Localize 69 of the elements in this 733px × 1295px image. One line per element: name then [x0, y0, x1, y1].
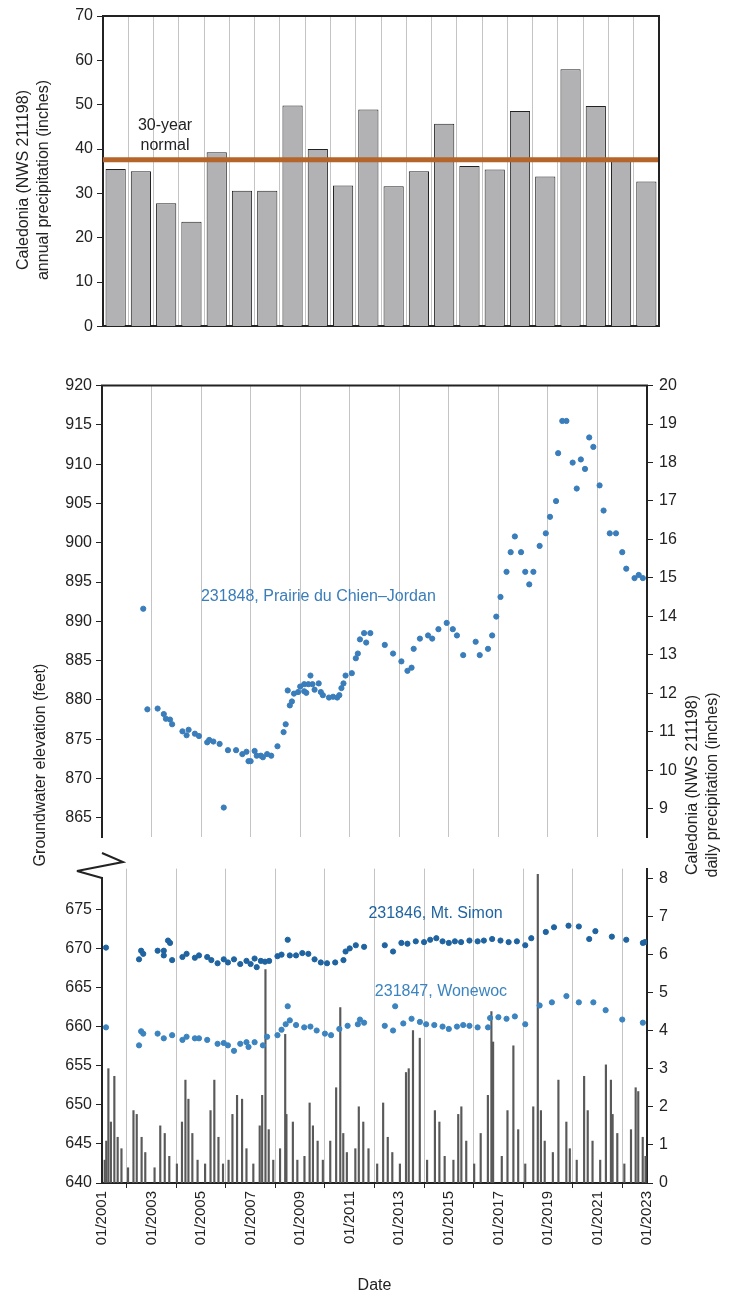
y-tick-label: 670	[65, 938, 93, 956]
y2-tick-label: 11	[659, 722, 676, 740]
x-tick-label: 01/2023	[637, 1191, 655, 1246]
y2-tick-label: 20	[659, 376, 677, 394]
text: 231848, Prairie du Chien–Jordan	[200, 587, 436, 605]
y-tick-label: 910	[65, 454, 93, 472]
y-axis-title: Groundwater elevation (feet)	[30, 663, 49, 867]
y-tick-label: 885	[65, 651, 93, 669]
y-tick-label: 880	[65, 690, 93, 708]
y-tick-label: 50	[75, 95, 94, 113]
x-tick-label: 01/2015	[438, 1191, 456, 1246]
y-tick-label: 640	[65, 1173, 93, 1191]
y2-tick-label: 1	[659, 1135, 668, 1153]
x-tick-label: 01/2001	[92, 1191, 110, 1246]
y-tick-label: 875	[65, 729, 93, 747]
y2-tick-label: 16	[659, 529, 677, 547]
y-tick-label: 650	[65, 1095, 93, 1113]
x-tick-label: 01/2005	[191, 1191, 209, 1246]
y2-tick-label: 3	[659, 1059, 668, 1077]
y-tick-label: 865	[65, 808, 93, 826]
y-tick-label: 645	[65, 1134, 93, 1152]
y-tick-label: 20	[75, 228, 94, 246]
y2-tick-label: 4	[659, 1020, 668, 1038]
ref-line-label: 30-year normal	[137, 115, 193, 153]
y-tick-label: 675	[65, 899, 93, 917]
y2-tick-label: 2	[659, 1097, 668, 1115]
y2-tick-label: 15	[659, 568, 677, 586]
y-axis-title: Caledonia (NWS 211198) annual precipitation (inches)	[13, 79, 52, 281]
y-tick-label: 655	[65, 1056, 93, 1074]
y-tick-label: 70	[75, 6, 94, 24]
y-tick-label: 920	[65, 376, 93, 394]
y-tick-label: 895	[65, 572, 93, 590]
y-tick-label: 665	[65, 977, 93, 995]
x-tick-label: 01/2019	[538, 1191, 556, 1246]
y2-tick-label: 17	[659, 491, 677, 509]
y2-tick-label: 18	[659, 452, 677, 470]
text: 231846, Mt. Simon	[368, 903, 503, 921]
x-tick-label: 01/2017	[488, 1191, 506, 1246]
y2-tick-label: 14	[659, 606, 677, 624]
y-tick-label: 30	[75, 183, 94, 201]
y-tick-label: 40	[75, 139, 94, 157]
y2-tick-label: 19	[659, 414, 677, 432]
y2-tick-label: 5	[659, 982, 668, 1000]
y-tick-label: 10	[75, 272, 94, 290]
x-tick-label: 01/2013	[389, 1191, 407, 1246]
y2-tick-label: 9	[659, 798, 668, 816]
y2-tick-label: 7	[659, 906, 668, 924]
y2-tick-label: 12	[659, 683, 677, 701]
y2-axis-title: Caledonia (NWS 211198) daily precipitation (inches)	[682, 692, 721, 878]
y-tick-label: 900	[65, 533, 93, 551]
y-tick-label: 915	[65, 415, 93, 433]
y2-tick-label: 0	[659, 1173, 668, 1191]
x-tick-label: 01/2021	[587, 1191, 605, 1246]
x-tick-label: 01/2009	[290, 1191, 308, 1246]
y-tick-label: 60	[75, 50, 94, 68]
x-tick-label: 01/2003	[141, 1191, 159, 1246]
y2-tick-label: 13	[659, 645, 677, 663]
x-tick-label: 01/2011	[339, 1191, 357, 1245]
y-tick-label: 905	[65, 493, 93, 511]
y-tick-label: 660	[65, 1016, 93, 1034]
y-tick-label: 890	[65, 611, 93, 629]
y-tick-label: 0	[84, 316, 94, 334]
y-tick-label: 870	[65, 768, 93, 786]
x-tick-label: 01/2007	[240, 1191, 258, 1246]
x-axis-title: Date	[357, 1275, 392, 1293]
text: 231847, Wonewoc	[374, 981, 508, 999]
y2-tick-label: 6	[659, 944, 668, 962]
y2-tick-label: 8	[659, 868, 668, 886]
y2-tick-label: 10	[659, 760, 677, 778]
